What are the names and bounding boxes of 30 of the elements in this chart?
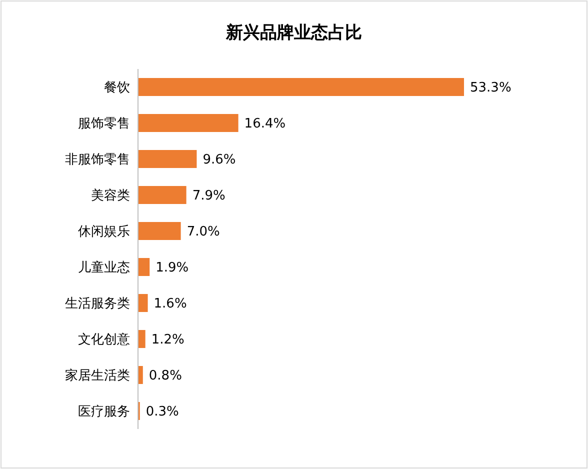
data-label: 53.3% (470, 80, 512, 96)
bar (138, 366, 143, 384)
data-label: 7.0% (186, 224, 220, 240)
bar (138, 330, 146, 348)
data-label: 1.6% (154, 296, 187, 312)
bar (138, 186, 186, 204)
data-label: 7.9% (192, 188, 226, 204)
y-tick-label: 非服饰零售 (65, 152, 130, 168)
data-label: 16.4% (244, 116, 286, 132)
data-label: 9.6% (202, 152, 236, 168)
chart-title: 新兴品牌业态占比 (225, 23, 362, 43)
data-label: 1.9% (156, 260, 189, 276)
bar (138, 258, 150, 276)
y-tick-label: 餐饮 (104, 80, 130, 96)
y-tick-label: 美容类 (91, 188, 130, 204)
data-label: 0.8% (148, 368, 182, 384)
y-tick-label: 医疗服务 (78, 404, 130, 420)
y-tick-label: 休闲娱乐 (78, 224, 130, 240)
bar (138, 222, 181, 240)
y-tick-label: 服饰零售 (78, 116, 130, 132)
y-tick-label: 儿童业态 (78, 260, 130, 276)
data-label: 0.3% (146, 404, 179, 420)
y-tick-label: 文化创意 (78, 332, 130, 348)
y-tick-label: 生活服务类 (65, 296, 130, 312)
bar (138, 150, 197, 168)
bar (138, 78, 464, 96)
data-label: 1.2% (151, 332, 184, 348)
bar (138, 114, 238, 132)
y-tick-label: 家居生活类 (65, 368, 130, 384)
bar (138, 294, 148, 312)
